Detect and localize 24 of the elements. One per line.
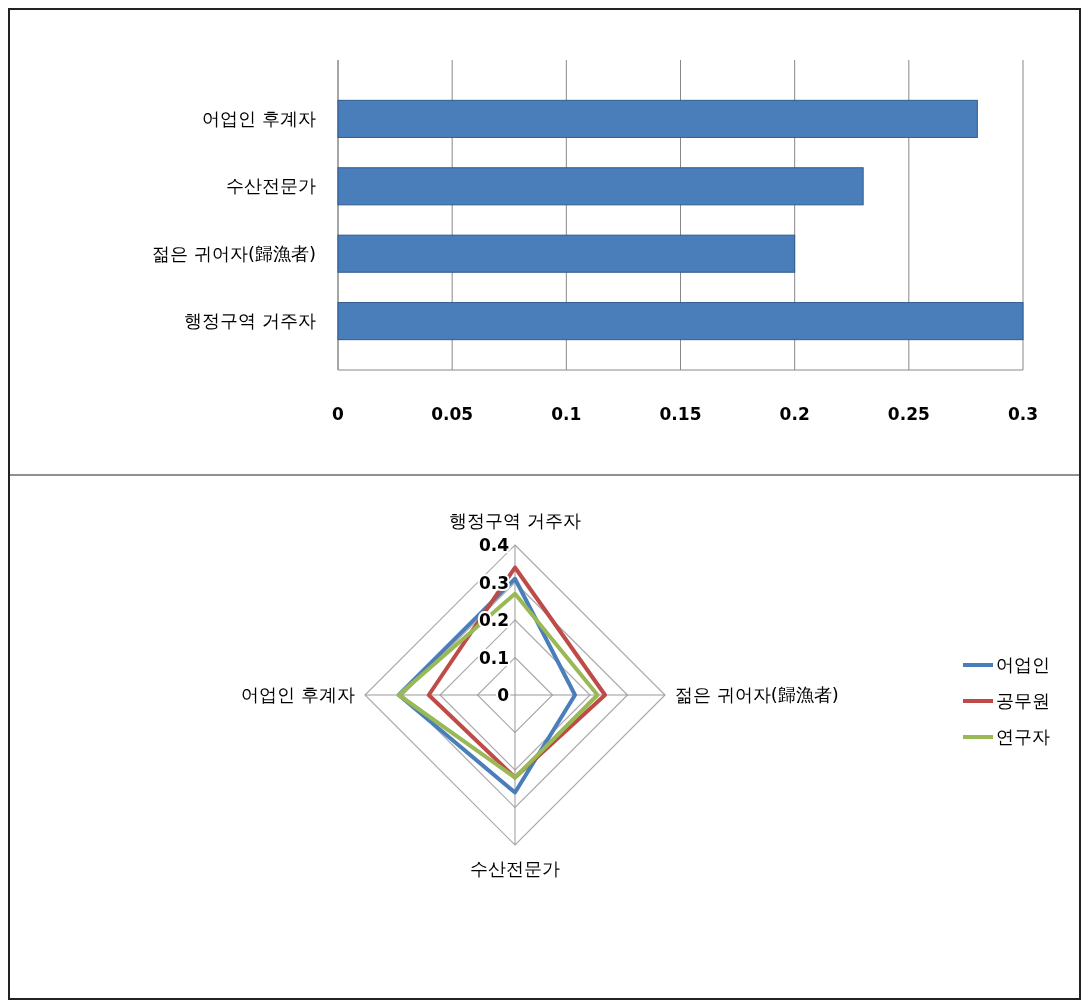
x-tick-label: 0.3: [1007, 404, 1039, 424]
y-tick-label: 어업인 후계자: [202, 107, 316, 129]
x-tick-label: 0.2: [779, 404, 810, 424]
y-tick-label: 0.1: [478, 647, 509, 668]
spoke-label: 젊은 귀어자(歸漁者): [675, 684, 839, 705]
legend-label: 어업인: [996, 654, 1050, 675]
bar: [337, 99, 978, 138]
legend-label: 연구자: [996, 726, 1050, 747]
y-tick-label: 0.4: [478, 535, 510, 555]
x-tick-label: 0.05: [431, 404, 474, 424]
y-tick-label: 젊은 귀어자(歸漁者): [152, 242, 316, 264]
legend-label: 공무원: [996, 690, 1050, 711]
bar: [337, 234, 796, 273]
bar: [337, 167, 864, 206]
bar: [337, 302, 1024, 341]
x-tick-label: 0: [332, 404, 345, 424]
spoke-label: 어업인 후계자: [241, 684, 355, 705]
y-tick-label: 수산전문가: [226, 175, 316, 197]
x-tick-label: 0.1: [551, 404, 582, 424]
x-tick-label: 0.25: [887, 404, 930, 424]
y-tick-label: 0: [497, 685, 510, 705]
x-tick-label: 0.15: [659, 404, 702, 424]
y-tick-label: 행정구역 거주자: [184, 310, 316, 332]
spoke-label: 행정구역 거주자: [449, 510, 581, 531]
